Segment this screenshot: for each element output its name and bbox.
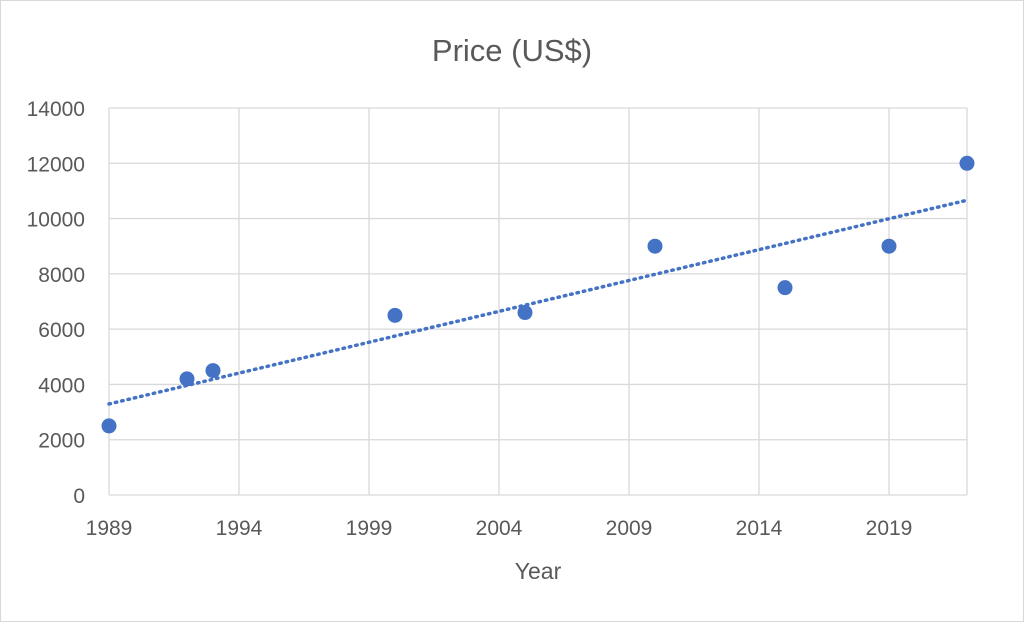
y-tick-label: 6000 — [38, 319, 85, 342]
x-tick-label: 2014 — [736, 517, 783, 540]
y-tick-label: 12000 — [27, 153, 85, 176]
x-tick-label: 1994 — [216, 517, 263, 540]
data-point — [777, 280, 793, 296]
data-point — [959, 155, 975, 171]
y-tick-label: 2000 — [38, 430, 85, 453]
x-tick-label: 1999 — [346, 517, 393, 540]
data-point — [881, 238, 897, 254]
x-tick-label: 1989 — [86, 517, 133, 540]
x-tick-label: 2019 — [866, 517, 913, 540]
data-point — [179, 371, 195, 387]
trendline — [107, 198, 969, 406]
x-axis-label: Year — [515, 558, 562, 584]
data-point — [387, 307, 403, 323]
y-tick-label: 10000 — [27, 209, 85, 232]
x-tick-label: 2009 — [606, 517, 653, 540]
y-tick-label: 0 — [73, 485, 85, 508]
data-point — [205, 363, 221, 379]
x-tick-label: 2004 — [476, 517, 523, 540]
chart-title: Price (US$) — [432, 33, 592, 68]
data-point — [647, 238, 663, 254]
y-tick-label: 4000 — [38, 374, 85, 397]
data-point — [101, 418, 117, 434]
data-point — [517, 305, 533, 321]
y-tick-label: 8000 — [38, 264, 85, 287]
y-tick-label: 14000 — [27, 98, 85, 121]
